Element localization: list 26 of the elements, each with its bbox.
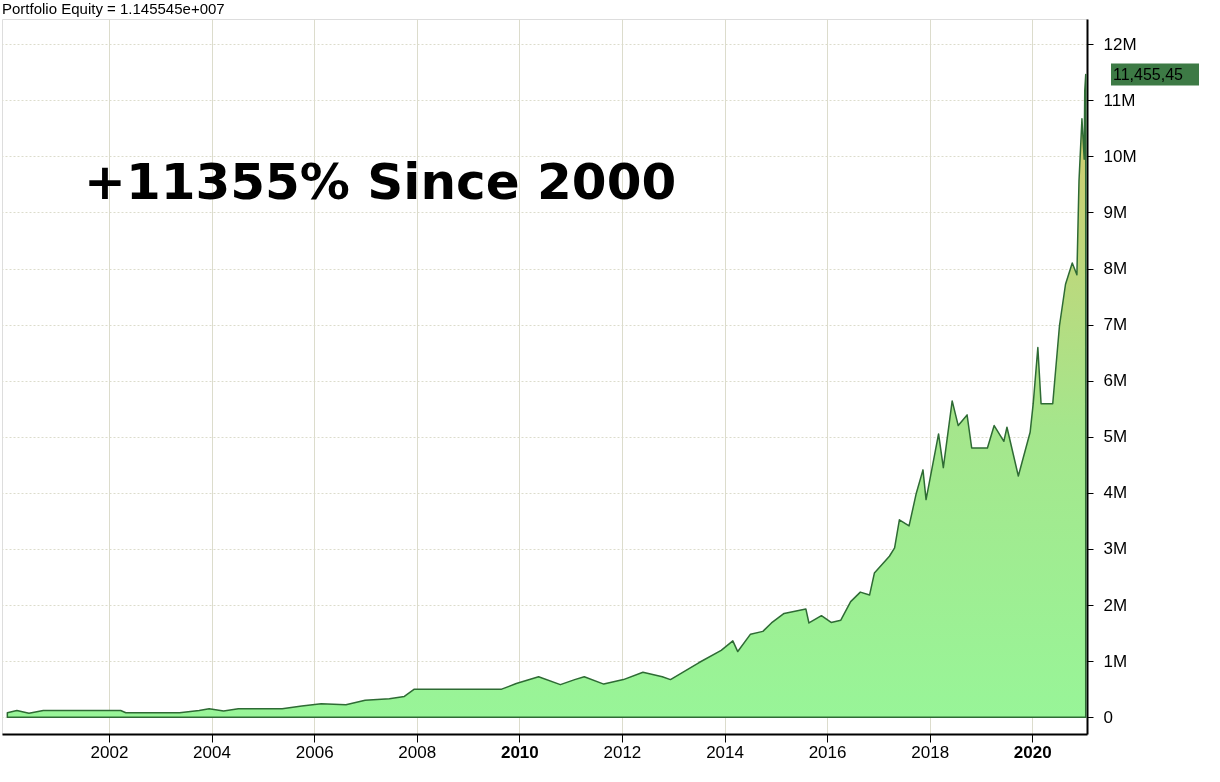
x-tick-label: 2016 [808,742,847,762]
x-tick-label: 2006 [295,742,334,762]
y-tick-label: 0 [1103,707,1113,727]
y-tick-label: 2M [1103,595,1128,615]
y-tick-label: 5M [1103,427,1128,447]
x-tick-label: 2014 [706,742,744,762]
chart-title: Portfolio Equity = 1.145545e+007 [2,0,225,17]
y-tick-label: 8M [1103,259,1128,279]
y-tick-label: 1M [1103,651,1128,671]
x-tick-label: 2012 [603,742,642,762]
text: 11,455,45 [1113,65,1184,83]
y-tick-label: 4M [1103,483,1128,503]
x-tick-label: 2004 [193,742,231,762]
x-tick-label: 2010 [500,742,539,762]
annotation: +11355% Since 2000 [84,153,677,211]
x-tick-label: 2002 [90,742,129,762]
y-tick-label: 12M [1103,34,1137,54]
x-tick-label: 2020 [1013,742,1052,762]
y-tick-label: 10M [1103,146,1137,166]
y-tick-label: 11M [1103,90,1136,110]
y-tick-label: 6M [1103,371,1128,391]
y-tick-label: 9M [1103,202,1128,222]
x-tick-label: 2008 [398,742,437,762]
y-tick-label: 3M [1103,539,1128,559]
x-tick-label: 2018 [911,742,950,762]
y-tick-label: 7M [1103,315,1128,335]
